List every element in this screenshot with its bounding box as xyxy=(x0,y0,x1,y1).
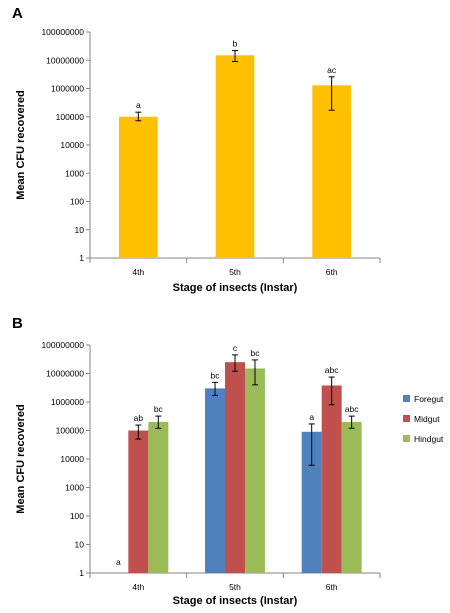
chart2-bar xyxy=(128,430,149,573)
chart1-x-axis-title: Stage of insects (Instar) xyxy=(173,282,298,294)
chart2-y-tick-label: 1000 xyxy=(65,483,84,493)
chart1-significance-label: a xyxy=(136,100,141,110)
chart2-significance-label: bc xyxy=(250,348,260,358)
chart2-x-axis-title: Stage of insects (Instar) xyxy=(173,595,298,607)
chart1-y-tick-label: 100 xyxy=(70,197,84,207)
chart2-panel-label: B xyxy=(12,315,23,332)
chart2-x-tick-label: 5th xyxy=(229,582,241,592)
chart2-y-tick-label: 100 xyxy=(70,511,84,521)
chart2-significance-label: abc xyxy=(325,365,339,375)
chart2-significance-label: bc xyxy=(211,370,221,380)
chart2-x-tick-label: 6th xyxy=(326,582,338,592)
chart1-y-tick-label: 100000 xyxy=(56,112,85,122)
chart1-y-tick-label: 10000000 xyxy=(46,55,84,65)
chart2-bar xyxy=(148,421,169,573)
chart2-legend-entry: Midgut xyxy=(414,414,440,424)
chart2-significance-label: bc xyxy=(154,404,164,414)
chart2-bar xyxy=(341,421,362,573)
chart2-y-tick-label: 100000000 xyxy=(41,340,84,350)
chart2-y-tick-label: 100000 xyxy=(56,426,85,436)
chart1-y-axis-title: Mean CFU recovered xyxy=(15,90,27,199)
chart2-legend-entry: Foregut xyxy=(414,394,444,404)
chart2-significance-label: ab xyxy=(134,413,144,423)
chart2-significance-label: a xyxy=(116,557,121,567)
chart2-y-tick-label: 10 xyxy=(75,540,85,550)
chart1-y-tick-label: 1000000 xyxy=(51,84,84,94)
chart2-y-tick-label: 1000000 xyxy=(51,397,84,407)
chart1-y-tick-label: 10 xyxy=(75,225,85,235)
chart2-bar xyxy=(321,385,342,573)
chart2-x-tick-label: 4th xyxy=(132,582,144,592)
chart2-legend-swatch xyxy=(403,435,410,442)
chart1-x-tick-label: 6th xyxy=(326,267,338,277)
chart1-bar xyxy=(215,55,255,258)
chart2-significance-label: a xyxy=(309,412,314,422)
chart2-legend-swatch xyxy=(403,395,410,402)
chart1-y-tick-label: 1000 xyxy=(65,168,84,178)
chart2-legend-swatch xyxy=(403,415,410,422)
chart2-y-axis-title: Mean CFU recovered xyxy=(15,404,27,513)
chart1-x-tick-label: 5th xyxy=(229,267,241,277)
chart2-y-tick-label: 10000 xyxy=(60,454,84,464)
chart2-bar xyxy=(301,431,322,573)
chart2-significance-label: c xyxy=(233,343,238,353)
chart2-y-tick-label: 10000000 xyxy=(46,369,84,379)
chart1-x-tick-label: 4th xyxy=(132,267,144,277)
chart2-y-tick-label: 1 xyxy=(79,568,84,578)
chart2-significance-label: abc xyxy=(345,404,359,414)
chart1-significance-label: ac xyxy=(327,65,337,75)
chart1-y-tick-label: 10000 xyxy=(60,140,84,150)
chart1-bar xyxy=(119,116,158,258)
chart1-y-tick-label: 1 xyxy=(79,253,84,263)
chart1-bar xyxy=(312,85,351,258)
chart2-bar xyxy=(205,388,226,573)
chart1-panel-label: A xyxy=(12,5,23,22)
chart2-legend-entry: Hindgut xyxy=(414,434,444,444)
chart1-y-tick-label: 100000000 xyxy=(41,27,84,37)
chart2-bar xyxy=(225,362,245,573)
chart1-significance-label: b xyxy=(233,39,238,49)
chart2-bar xyxy=(244,368,265,573)
